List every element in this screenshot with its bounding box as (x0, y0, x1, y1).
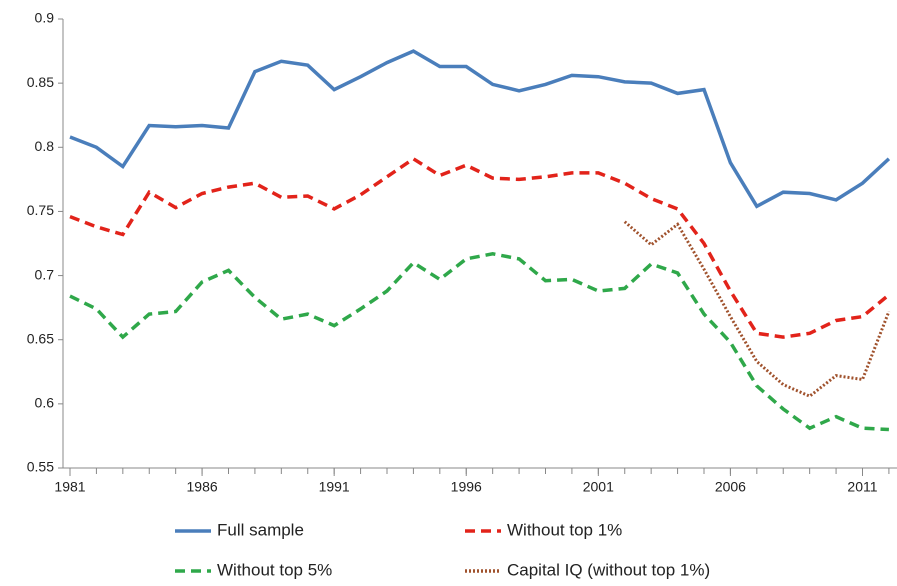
y-tick-label: 0.8 (35, 138, 55, 154)
x-tick-label: 1991 (319, 479, 350, 495)
series-line (623, 220, 891, 398)
legend-label: Without top 1% (507, 520, 622, 539)
series-line (69, 252, 889, 432)
y-tick-label: 0.55 (27, 459, 54, 475)
y-tick-label: 0.75 (27, 202, 54, 218)
x-tick-label: 1996 (451, 479, 482, 495)
legend-label: Full sample (217, 520, 304, 539)
x-tick-label: 2001 (583, 479, 614, 495)
legend-label: Without top 5% (217, 560, 332, 579)
legend-label: Capital IQ (without top 1%) (507, 560, 710, 579)
x-tick-label: 1986 (187, 479, 218, 495)
x-tick-label: 1981 (54, 479, 85, 495)
series-line (69, 156, 891, 339)
y-tick-label: 0.7 (35, 266, 55, 282)
y-tick-label: 0.85 (27, 74, 54, 90)
y-tick-label: 0.65 (27, 330, 54, 346)
x-tick-label: 2006 (715, 479, 746, 495)
series-line (69, 49, 891, 209)
y-tick-label: 0.6 (35, 395, 55, 411)
y-tick-label: 0.9 (35, 10, 55, 26)
x-tick-label: 2011 (847, 479, 877, 495)
